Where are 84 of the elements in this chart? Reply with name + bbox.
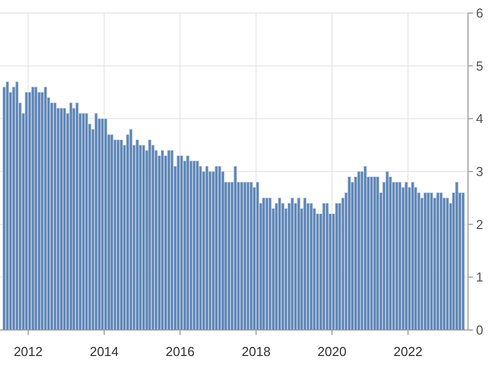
bar [297, 198, 300, 330]
bar [192, 160, 196, 330]
y-tick-label: 2 [476, 216, 484, 232]
bar [325, 202, 329, 330]
bar [424, 192, 427, 330]
x-tick-label: 2012 [14, 344, 43, 359]
bar [335, 202, 338, 330]
x-tick-label: 2014 [90, 344, 119, 359]
bar [120, 140, 123, 330]
bar [265, 198, 269, 330]
bar [218, 166, 222, 330]
bar [411, 182, 414, 330]
y-tick-label: 4 [476, 111, 484, 126]
bar [84, 113, 88, 330]
bar [430, 192, 434, 330]
bar [142, 144, 146, 330]
bar [398, 182, 402, 330]
x-tick-label: 2016 [166, 344, 195, 359]
bar [373, 176, 376, 330]
bar [227, 182, 231, 330]
bar [303, 198, 307, 330]
bar [148, 140, 152, 330]
bar [426, 192, 430, 330]
x-tick-label: 2018 [242, 344, 271, 359]
bar [53, 102, 57, 330]
x-tick-label: 2022 [394, 344, 422, 359]
bar [386, 171, 389, 330]
bar [180, 155, 184, 330]
bar [205, 166, 209, 330]
bar [104, 118, 108, 330]
bar [82, 113, 86, 330]
bar [100, 118, 104, 330]
bar [196, 160, 199, 330]
bar [310, 202, 313, 330]
bar [60, 108, 63, 330]
bar [110, 134, 114, 330]
bar [234, 166, 237, 330]
bar [250, 182, 253, 330]
bar [262, 198, 266, 330]
bar [290, 198, 294, 330]
bar [94, 113, 98, 330]
bar [246, 182, 250, 330]
bar [116, 140, 120, 330]
bar [15, 81, 19, 330]
bar [34, 86, 38, 330]
bar [75, 102, 79, 330]
bar [268, 198, 272, 330]
bar [256, 182, 260, 330]
bar [24, 92, 28, 330]
bar [6, 81, 10, 330]
y-tick-label: 3 [476, 164, 484, 180]
bar [160, 150, 164, 330]
bar [62, 108, 66, 330]
bar [176, 155, 180, 330]
bar [243, 182, 247, 330]
bar [170, 150, 174, 330]
y-tick-label: 0 [476, 322, 484, 338]
bar [322, 202, 326, 330]
bar [31, 86, 35, 330]
bar [404, 182, 408, 330]
bar [167, 150, 171, 330]
bar [461, 192, 465, 330]
y-tick-label: 1 [476, 270, 484, 285]
bar [446, 198, 450, 330]
bar [278, 198, 282, 330]
y-tick-label: 6 [476, 6, 484, 21]
bar [240, 182, 244, 330]
bar [376, 176, 380, 330]
y-tick-label: 5 [476, 58, 484, 74]
x-tick-label: 2020 [318, 344, 346, 359]
bar [357, 171, 360, 330]
bar [348, 176, 351, 330]
bar [186, 155, 190, 330]
bar [136, 140, 139, 330]
bar [436, 192, 440, 330]
bar [214, 166, 218, 330]
bar [370, 176, 374, 330]
bar [395, 182, 398, 330]
bar [455, 182, 458, 330]
bar [129, 128, 133, 330]
bar [364, 166, 367, 330]
bar [69, 102, 73, 330]
bar [44, 86, 48, 330]
bar [439, 192, 443, 330]
